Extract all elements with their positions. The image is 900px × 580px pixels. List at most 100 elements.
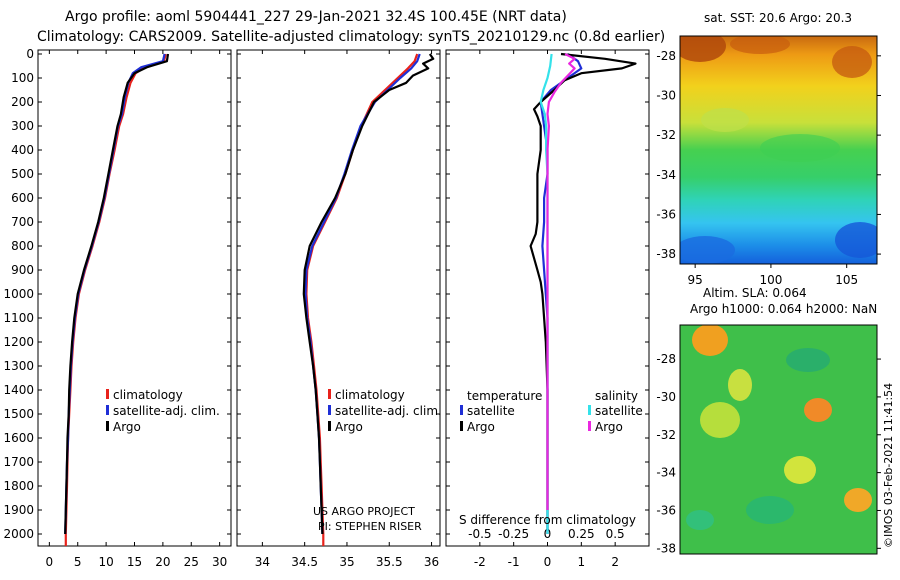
map-lon-label: 95 bbox=[688, 273, 703, 287]
salinity-plot: 34 34.5 35 35.5 36 bbox=[237, 50, 440, 569]
series-line-salinity-argo bbox=[546, 53, 576, 510]
depth-tick-label: 1200 bbox=[3, 335, 34, 349]
legend-label-climatology: climatology bbox=[113, 388, 183, 402]
sst-warm-patch bbox=[680, 36, 726, 62]
sla-low-patch bbox=[686, 510, 714, 530]
sla-map-axes: -28 -30 -32 -34 -36 -38 bbox=[656, 352, 881, 555]
legend-label-sal-satellite: satellite bbox=[595, 404, 643, 418]
map-lat-label: -30 bbox=[656, 390, 676, 404]
sst-cold-patch bbox=[680, 236, 735, 264]
x-tick-label: 5 bbox=[74, 555, 82, 569]
series-line-argo bbox=[302, 53, 435, 535]
depth-tick-label: 1000 bbox=[3, 287, 34, 301]
sst-map-frame bbox=[679, 35, 878, 265]
legend-swatch-argo bbox=[106, 421, 109, 431]
x-tick-label: 34.5 bbox=[291, 555, 318, 569]
legend-label-argo: Argo bbox=[335, 420, 363, 434]
map-lat-label: -38 bbox=[656, 247, 676, 261]
legend-label-sal-argo: Argo bbox=[595, 420, 623, 434]
depth-tick-label: 1800 bbox=[3, 479, 34, 493]
difference-title: S difference from climatology bbox=[459, 513, 636, 527]
x-tick-label: 15 bbox=[127, 555, 142, 569]
map-lat-label: -34 bbox=[656, 466, 676, 480]
depth-tick-label: 1500 bbox=[3, 407, 34, 421]
salinity-legend: climatology satellite-adj. clim. Argo bbox=[328, 388, 442, 434]
sla-low-patch bbox=[786, 348, 830, 372]
sst-map-title: sat. SST: 20.6 Argo: 20.3 bbox=[704, 11, 852, 25]
salinity-diff-tick-label: 0.25 bbox=[568, 527, 595, 541]
sla-high-patch bbox=[844, 488, 872, 512]
depth-tick-label: 700 bbox=[11, 215, 34, 229]
sst-cool-patch bbox=[760, 134, 840, 162]
depth-tick-label: 2000 bbox=[3, 527, 34, 541]
salinity-diff-tick-label: -0.5 bbox=[468, 527, 491, 541]
depth-tick-label: 100 bbox=[11, 71, 34, 85]
legend-label-argo: Argo bbox=[113, 420, 141, 434]
legend-label-temp-argo: Argo bbox=[467, 420, 495, 434]
legend-label-temp-satellite: satellite bbox=[467, 404, 515, 418]
x-tick-label: 0 bbox=[46, 555, 54, 569]
map-lat-label: -36 bbox=[656, 503, 676, 517]
project-annotation: US ARGO PROJECT bbox=[313, 505, 415, 518]
depth-tick-label: 900 bbox=[11, 263, 34, 277]
depth-tick-label: 1400 bbox=[3, 383, 34, 397]
sst-heatmap bbox=[680, 36, 877, 264]
pi-annotation: PI: STEPHEN RISER bbox=[318, 520, 422, 533]
x-tick-label: 36 bbox=[424, 555, 439, 569]
legend-label-satellite-adj: satellite-adj. clim. bbox=[335, 404, 442, 418]
sla-high-patch bbox=[700, 402, 740, 438]
x-tick-label: -1 bbox=[508, 555, 520, 569]
depth-tick-label: 1100 bbox=[3, 311, 34, 325]
x-tick-label: 2 bbox=[611, 555, 619, 569]
depth-tick-label: 200 bbox=[11, 95, 34, 109]
depth-tick-label: 1700 bbox=[3, 455, 34, 469]
x-tick-label: 1 bbox=[578, 555, 586, 569]
sla-map-title-2: Argo h1000: 0.064 h2000: NaN bbox=[690, 302, 877, 316]
difference-legend: temperature satellite Argo salinity sate… bbox=[460, 389, 643, 434]
legend-swatch-sal-argo bbox=[588, 421, 591, 431]
x-tick-label: 30 bbox=[212, 555, 227, 569]
legend-title-temperature: temperature bbox=[467, 389, 542, 403]
sla-high-patch bbox=[784, 456, 816, 484]
legend-swatch-temp-argo bbox=[460, 421, 463, 431]
legend-swatch-satellite-adj bbox=[328, 405, 331, 415]
sla-map-frame bbox=[679, 324, 878, 555]
imos-credit: ©IMOS 03-Feb-2021 11:41:54 bbox=[882, 383, 895, 548]
x-tick-label: 35 bbox=[339, 555, 354, 569]
x-tick-label: 0 bbox=[544, 555, 552, 569]
depth-tick-label: 500 bbox=[11, 167, 34, 181]
legend-swatch-temp-satellite bbox=[460, 405, 463, 415]
x-tick-label: 25 bbox=[184, 555, 199, 569]
map-lat-label: -36 bbox=[656, 207, 676, 221]
salinity-panel-frame bbox=[236, 49, 441, 547]
legend-swatch-climatology bbox=[106, 389, 109, 399]
legend-label-satellite-adj: satellite-adj. clim. bbox=[113, 404, 220, 418]
depth-tick-label: 400 bbox=[11, 143, 34, 157]
sla-low-patch bbox=[746, 496, 794, 524]
map-lat-label: -32 bbox=[656, 428, 676, 442]
map-lat-label: -34 bbox=[656, 168, 676, 182]
map-lat-label: -28 bbox=[656, 352, 676, 366]
sst-warm-patch bbox=[730, 36, 790, 54]
depth-tick-label: 0 bbox=[26, 47, 34, 61]
map-lat-label: -28 bbox=[656, 49, 676, 63]
temperature-plot: 0100200300400500600700800900100011001200… bbox=[3, 47, 231, 569]
map-lon-label: 105 bbox=[835, 273, 858, 287]
sst-warm-patch bbox=[832, 46, 872, 78]
map-lon-label: 100 bbox=[759, 273, 782, 287]
x-tick-label: 20 bbox=[155, 555, 170, 569]
legend-swatch-climatology bbox=[328, 389, 331, 399]
sla-high-patch bbox=[804, 398, 832, 422]
sla-heatmap bbox=[680, 325, 877, 554]
sst-cold-patch bbox=[835, 222, 877, 258]
x-tick-label: -2 bbox=[474, 555, 486, 569]
figure-title-line2: Climatology: CARS2009. Satellite-adjuste… bbox=[37, 29, 665, 45]
figure-title-line1: Argo profile: aoml 5904441_227 29-Jan-20… bbox=[65, 9, 567, 25]
salinity-diff-tick-label: 0.5 bbox=[606, 527, 625, 541]
map-lat-label: -32 bbox=[656, 128, 676, 142]
depth-tick-label: 300 bbox=[11, 119, 34, 133]
x-tick-label: 10 bbox=[98, 555, 113, 569]
series-line-climatology bbox=[64, 53, 167, 546]
legend-swatch-argo bbox=[328, 421, 331, 431]
legend-swatch-sal-satellite bbox=[588, 405, 591, 415]
